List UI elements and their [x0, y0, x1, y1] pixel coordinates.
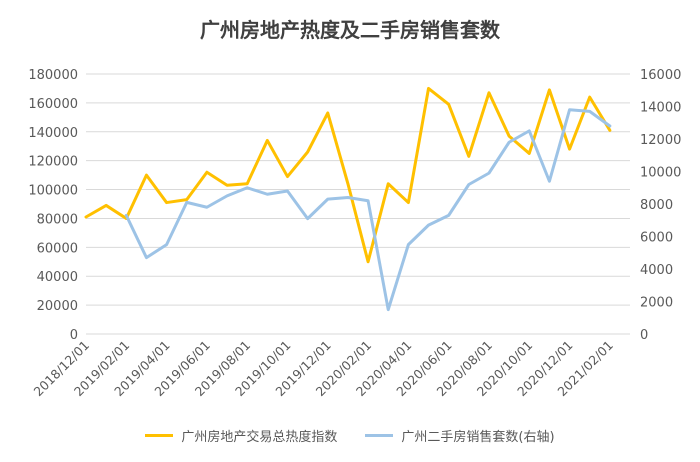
series-line-second-hand-sales — [124, 108, 612, 312]
chart-title: 广州房地产热度及二手房销售套数 — [200, 18, 500, 42]
left-tick-label: 120000 — [28, 155, 78, 170]
left-tick-label: 140000 — [28, 126, 78, 141]
left-axis: 0 20000 40000 60000 80000 100000 120000 140000 1… — [28, 68, 78, 343]
legend-item-second-hand-sales[interactable]: 广州二手房销售套数(右轴) — [365, 426, 555, 445]
x-axis: 2018/12/012019/02/012019/04/012019/06/01… — [31, 338, 616, 400]
right-axis: 0 2000 4000 6000 8000 10000 12000 14000 16000 — [640, 68, 681, 343]
left-tick-label: 100000 — [28, 184, 78, 199]
left-tick-label: 20000 — [37, 299, 78, 314]
legend-swatch-second-hand-sales — [365, 434, 394, 437]
series-layer — [84, 86, 612, 312]
right-tick-label: 12000 — [640, 133, 681, 148]
right-tick-label: 0 — [640, 328, 648, 343]
right-tick-label: 6000 — [640, 231, 673, 246]
legend-item-heat-index[interactable]: 广州房地产交易总热度指数 — [145, 426, 337, 445]
legend-label-heat-index: 广州房地产交易总热度指数 — [181, 430, 338, 445]
left-tick-label: 160000 — [28, 97, 78, 112]
left-tick-label: 180000 — [28, 68, 78, 83]
left-tick-label: 60000 — [37, 241, 78, 256]
legend-swatch-heat-index — [145, 434, 174, 437]
left-tick-label: 80000 — [37, 212, 78, 227]
right-tick-label: 16000 — [640, 68, 681, 83]
legend-label-second-hand-sales: 广州二手房销售套数(右轴) — [401, 430, 555, 445]
right-tick-label: 10000 — [640, 166, 681, 181]
right-tick-label: 2000 — [640, 296, 673, 311]
right-tick-label: 8000 — [640, 198, 673, 213]
grid-lines — [86, 73, 630, 335]
series-line-heat-index — [84, 86, 612, 264]
right-tick-label: 4000 — [640, 263, 673, 278]
left-tick-label: 40000 — [37, 270, 78, 285]
left-tick-label: 0 — [70, 328, 78, 343]
right-tick-label: 14000 — [640, 101, 681, 116]
chart-legend: 广州房地产交易总热度指数 广州二手房销售套数(右轴) — [0, 426, 700, 445]
